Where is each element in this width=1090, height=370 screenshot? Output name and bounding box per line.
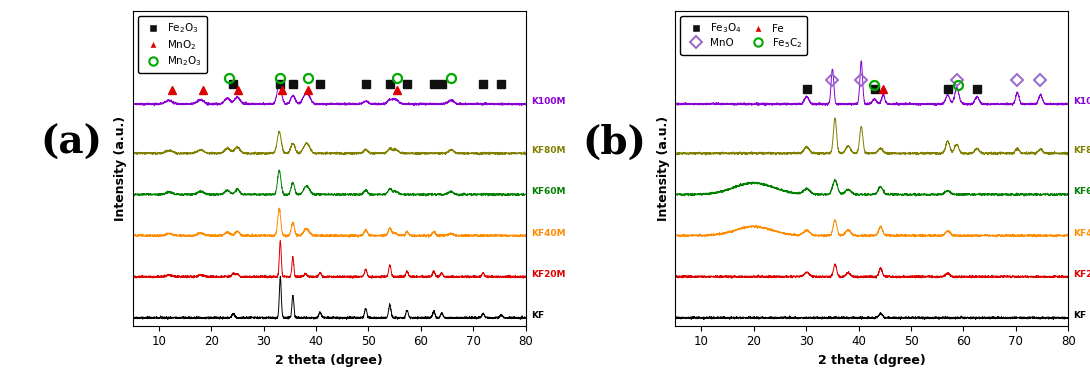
- Text: (a): (a): [40, 124, 102, 161]
- Y-axis label: Intensity (a.u.): Intensity (a.u.): [656, 116, 669, 221]
- Y-axis label: Intensity (a.u.): Intensity (a.u.): [114, 116, 126, 221]
- Text: KF: KF: [1074, 311, 1087, 320]
- Text: KF60M: KF60M: [531, 188, 566, 196]
- Text: KF80M: KF80M: [1074, 147, 1090, 155]
- Legend: Fe$_3$O$_4$, MnO, Fe, Fe$_5$C$_2$: Fe$_3$O$_4$, MnO, Fe, Fe$_5$C$_2$: [680, 16, 808, 55]
- Text: KF20M: KF20M: [531, 270, 566, 279]
- Text: (b): (b): [582, 124, 646, 161]
- Text: KF80M: KF80M: [531, 147, 566, 155]
- Text: KF60M: KF60M: [1074, 188, 1090, 196]
- Text: K100M: K100M: [531, 97, 566, 106]
- Text: KF40M: KF40M: [1074, 229, 1090, 238]
- Text: K100M: K100M: [1074, 97, 1090, 106]
- X-axis label: 2 theta (dgree): 2 theta (dgree): [818, 354, 925, 367]
- X-axis label: 2 theta (dgree): 2 theta (dgree): [275, 354, 383, 367]
- Text: KF40M: KF40M: [531, 229, 566, 238]
- Legend: Fe$_2$O$_3$, MnO$_2$, Mn$_2$O$_3$: Fe$_2$O$_3$, MnO$_2$, Mn$_2$O$_3$: [137, 16, 207, 73]
- Text: KF20M: KF20M: [1074, 270, 1090, 279]
- Text: KF: KF: [531, 311, 544, 320]
